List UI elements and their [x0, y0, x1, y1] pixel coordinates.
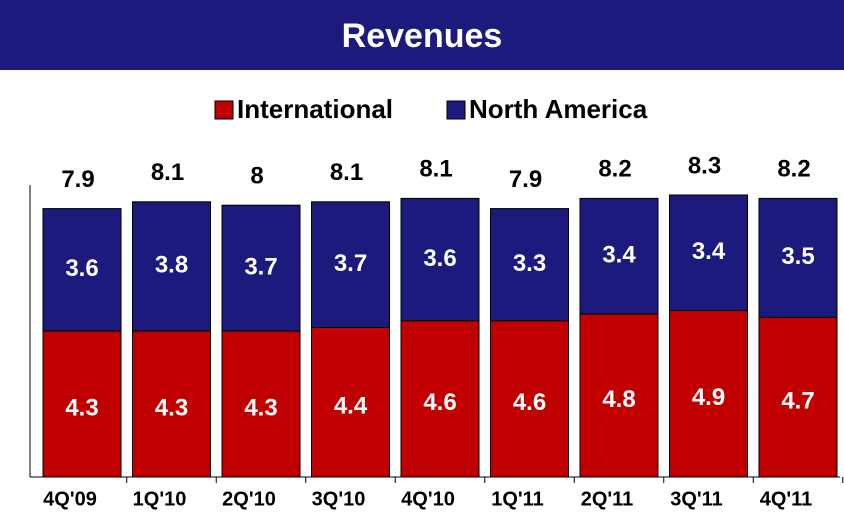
x-tick-label: 1Q'10: [133, 488, 187, 510]
legend-label: International: [237, 94, 393, 124]
segment-label: 4.3: [244, 394, 277, 421]
bar-segment: [669, 194, 748, 312]
segment-label: 3.6: [423, 245, 456, 272]
segment-label: 3.4: [602, 242, 636, 269]
total-label: 8.1: [419, 156, 452, 183]
segment-label: 3.5: [781, 243, 814, 270]
x-tick-label: 4Q'10: [401, 488, 455, 510]
segment-label: 3.8: [155, 252, 188, 279]
segment-label: 3.3: [513, 250, 546, 277]
bar-segment: [669, 310, 748, 478]
bar-segment: [579, 197, 659, 315]
bar-segment: [311, 201, 390, 329]
x-tick-label: 3Q'10: [312, 488, 366, 510]
title-banner: [0, 0, 844, 70]
legend-label: North America: [469, 94, 648, 124]
bar-segment: [758, 197, 838, 318]
bar-segment: [490, 320, 569, 478]
bar-segment: [490, 208, 569, 322]
x-tick-label: 2Q'11: [581, 488, 634, 510]
bar-segment: [221, 204, 301, 332]
segment-label: 4.6: [423, 389, 456, 416]
total-label: 8.1: [151, 159, 184, 186]
total-label: 8.1: [330, 159, 363, 186]
total-label: 8.2: [598, 156, 631, 183]
bar-segment: [132, 201, 211, 332]
x-tick-label: 3Q'11: [670, 488, 723, 510]
bar-segment: [758, 316, 838, 478]
segment-label: 4.3: [65, 394, 98, 421]
segment-label: 3.4: [692, 238, 726, 265]
segment-label: 4.7: [781, 388, 814, 415]
segment-label: 3.6: [65, 255, 98, 282]
segment-label: 4.3: [155, 394, 188, 421]
bar-segment: [400, 197, 480, 322]
x-tick-label: 4Q'11: [760, 488, 813, 510]
total-label: 8: [250, 163, 263, 190]
segment-label: 4.4: [334, 393, 368, 420]
total-label: 8.3: [688, 152, 721, 179]
bar-segment: [221, 330, 301, 478]
x-tick-label: 2Q'10: [222, 488, 276, 510]
segment-label: 4.8: [602, 386, 635, 413]
bar-segment: [579, 313, 659, 478]
segment-label: 4.9: [692, 384, 725, 411]
total-label: 8.2: [777, 156, 810, 183]
bar-segment: [132, 330, 211, 478]
bar-segment: [400, 320, 480, 478]
legend-swatch: [214, 100, 234, 120]
bar-segment: [42, 208, 122, 332]
total-label: 7.9: [509, 166, 542, 193]
legend-swatch: [446, 100, 466, 120]
bar-segment: [42, 330, 122, 478]
segment-label: 3.7: [334, 250, 367, 277]
total-label: 7.9: [61, 166, 94, 193]
segment-label: 3.7: [244, 253, 277, 280]
x-tick-label: 4Q'09: [43, 488, 97, 510]
chart-title: Revenues: [342, 17, 503, 55]
segment-label: 4.6: [513, 389, 546, 416]
x-tick-label: 1Q'11: [491, 488, 544, 510]
